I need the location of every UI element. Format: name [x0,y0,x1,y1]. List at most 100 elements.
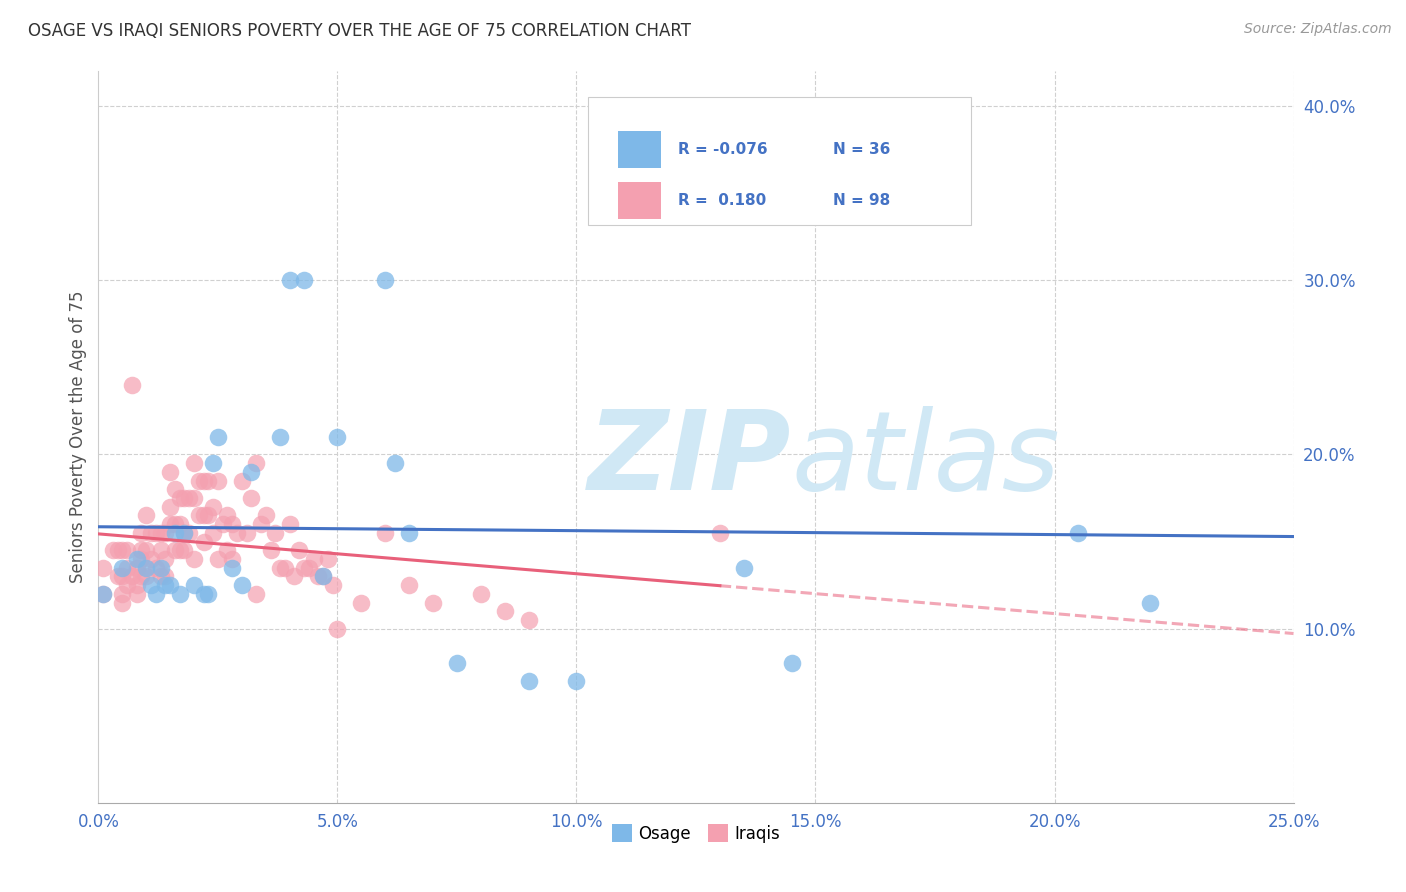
Point [135,543,157,558]
Point [269,560,291,574]
Point [155,569,177,583]
Point [91,587,114,601]
Point [115,543,138,558]
Point [159,578,181,592]
Point [139,525,162,540]
Point [173,491,195,505]
Point [135,560,157,574]
Point [517,613,540,627]
Point [169,517,191,532]
Point [193,534,215,549]
Point [292,560,315,574]
Text: OSAGE VS IRAQI SENIORS POVERTY OVER THE AGE OF 75 CORRELATION CHART: OSAGE VS IRAQI SENIORS POVERTY OVER THE … [28,22,692,40]
Point [254,508,277,523]
Point [183,456,205,470]
Text: R =  0.180: R = 0.180 [678,193,766,208]
Point [111,569,134,583]
Point [169,491,191,505]
Point [221,552,243,566]
Legend: Osage, Iraqis: Osage, Iraqis [605,818,787,849]
Point [197,587,219,601]
Point [183,552,205,566]
Point [202,525,225,540]
Point [202,456,225,470]
Point [207,552,229,566]
Point [187,474,209,488]
FancyBboxPatch shape [619,131,661,168]
Point [235,525,257,540]
Point [250,517,273,532]
Point [221,560,243,574]
Point [217,508,239,523]
Point [169,543,191,558]
Point [316,552,339,566]
Point [1139,595,1161,609]
Point [197,508,219,523]
Point [709,525,731,540]
Point [131,552,153,566]
Point [163,525,186,540]
Point [121,569,143,583]
Point [207,474,229,488]
Y-axis label: Seniors Poverty Over the Age of 75: Seniors Poverty Over the Age of 75 [69,291,87,583]
Point [494,604,516,618]
Point [135,569,157,583]
Point [149,560,172,574]
Point [231,578,253,592]
Point [398,525,420,540]
Text: N = 36: N = 36 [834,142,891,157]
Point [211,517,233,532]
Point [173,525,195,540]
Point [259,543,281,558]
Text: atlas: atlas [792,406,1060,513]
Point [169,587,191,601]
Point [240,465,263,479]
Point [155,578,177,592]
Point [274,560,297,574]
Point [264,525,287,540]
Point [517,673,540,688]
Point [183,491,205,505]
Point [374,525,396,540]
Point [350,595,373,609]
Point [111,587,134,601]
Text: R = -0.076: R = -0.076 [678,142,768,157]
Point [245,456,267,470]
Point [202,500,225,514]
Point [149,525,172,540]
Point [131,569,153,583]
Point [326,622,349,636]
Point [163,543,186,558]
FancyBboxPatch shape [589,97,972,225]
Point [221,517,243,532]
Point [155,552,177,566]
Point [384,456,406,470]
Point [302,552,325,566]
Point [322,578,344,592]
Text: Source: ZipAtlas.com: Source: ZipAtlas.com [1244,22,1392,37]
Point [125,578,148,592]
Point [226,525,249,540]
Point [780,657,803,671]
Point [163,483,186,497]
Point [125,587,148,601]
Point [231,474,253,488]
Point [312,569,335,583]
Point [187,508,209,523]
Point [179,525,201,540]
Point [283,569,305,583]
Point [107,543,129,558]
Point [637,186,659,201]
Point [312,569,335,583]
Point [217,543,239,558]
Point [179,491,201,505]
Point [446,657,468,671]
Point [193,508,215,523]
Point [245,587,267,601]
Point [470,587,492,601]
Point [139,578,162,592]
Point [422,595,444,609]
Point [278,517,301,532]
Point [197,474,219,488]
Point [173,543,195,558]
